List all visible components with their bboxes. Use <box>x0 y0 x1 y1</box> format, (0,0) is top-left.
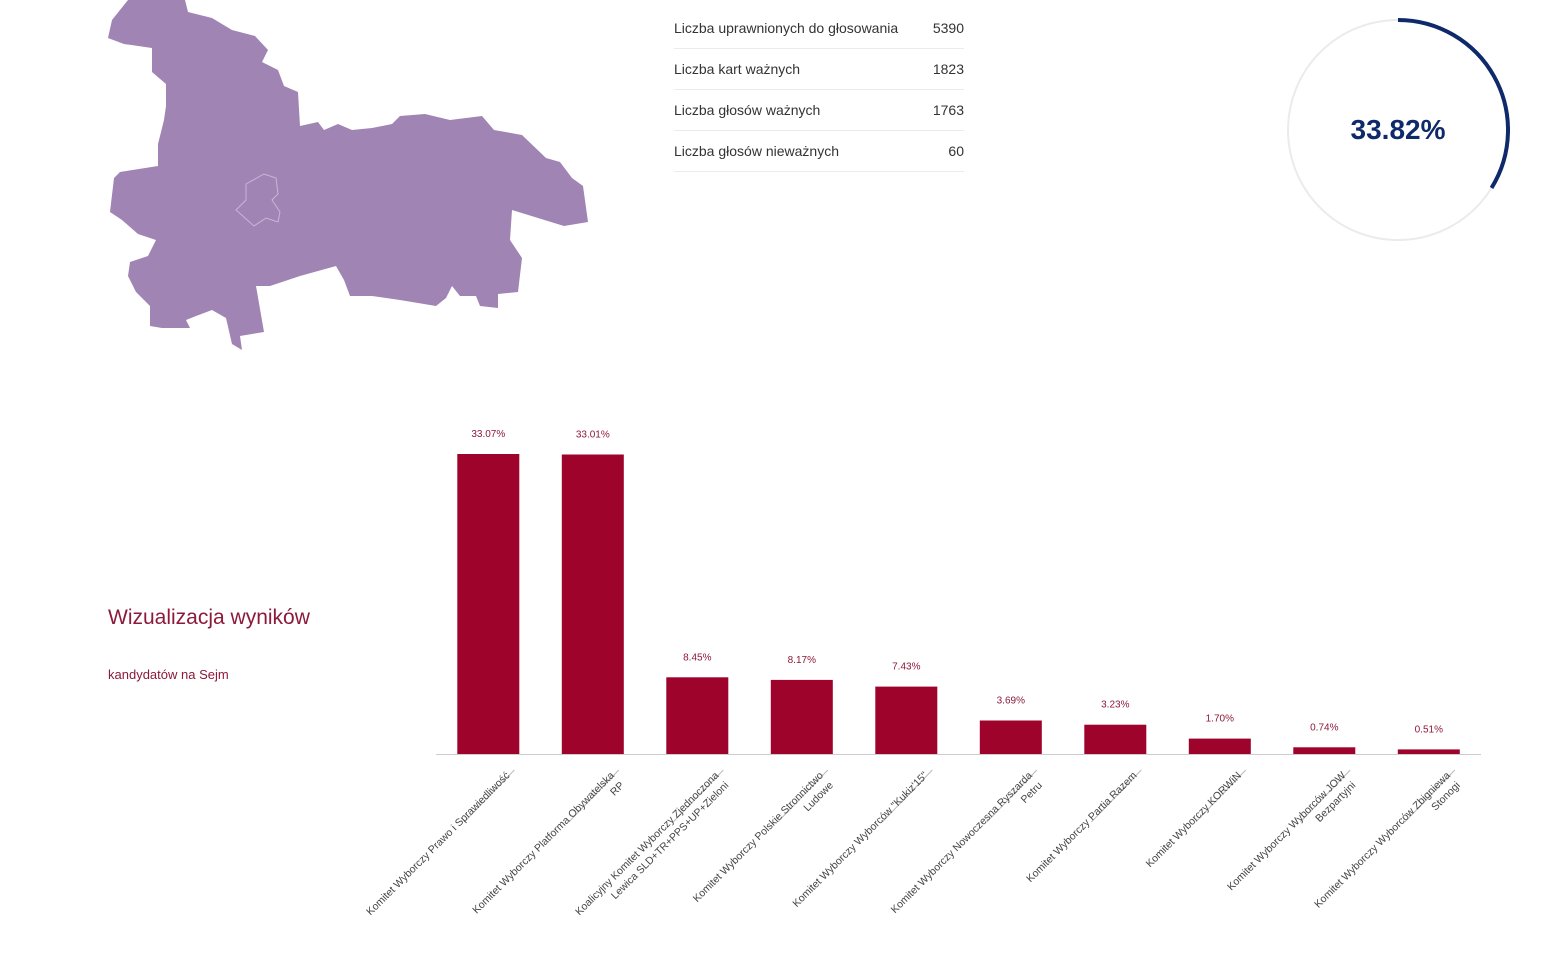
district-shape <box>108 0 588 350</box>
category-tick <box>777 769 829 823</box>
town-outline <box>235 173 281 227</box>
turnout-percentage: 33.82% <box>1350 114 1446 145</box>
bar-value-label: 8.17% <box>788 655 816 666</box>
bar-value-label: 7.43% <box>892 662 920 673</box>
category-tick <box>1404 769 1456 823</box>
category-tick <box>986 769 1038 823</box>
stat-label: Liczba głosów nieważnych <box>674 143 839 159</box>
bar-value-label: 8.45% <box>683 652 711 663</box>
category-tick <box>1299 769 1351 823</box>
bar[interactable] <box>1188 738 1251 754</box>
bar-value-label: 3.69% <box>997 696 1025 707</box>
stat-value: 5390 <box>932 20 964 36</box>
visualization-subtitle: kandydatów na Sejm <box>108 667 229 682</box>
bar[interactable] <box>1293 747 1356 754</box>
bar[interactable] <box>770 679 833 754</box>
stat-row: Liczba głosów nieważnych 60 <box>674 131 964 172</box>
bar-value-label: 33.07% <box>471 429 505 440</box>
bar[interactable] <box>561 454 624 755</box>
stats-table: Liczba uprawnionych do głosowania 5390 Lic… <box>674 8 964 172</box>
bar-value-label: 33.01% <box>576 430 610 441</box>
stat-row: Liczba głosów ważnych 1763 <box>674 90 964 131</box>
stat-value: 1823 <box>932 61 964 77</box>
category-tick <box>568 769 620 823</box>
category-tick <box>1090 769 1142 823</box>
visualization-title: Wizualizacja wyników <box>108 606 310 629</box>
stat-row: Liczba uprawnionych do głosowania 5390 <box>674 8 964 49</box>
bar-value-label: 3.23% <box>1101 700 1129 711</box>
bar-value-label: 0.74% <box>1310 722 1338 733</box>
turnout-arc <box>1397 18 1511 189</box>
bar[interactable] <box>666 677 729 754</box>
stat-value: 1763 <box>932 102 964 118</box>
category-tick <box>881 769 933 823</box>
category-label: Komitet Wyborczy Wyborców ZbigniewaStono… <box>1312 770 1463 921</box>
stat-value: 60 <box>948 143 964 159</box>
category-tick <box>672 769 724 823</box>
bar[interactable] <box>457 454 520 754</box>
bar[interactable] <box>1397 749 1460 754</box>
bar-value-label: 1.70% <box>1206 714 1234 725</box>
bar-value-label: 0.51% <box>1415 724 1443 735</box>
category-tick <box>463 769 515 823</box>
district-map <box>108 0 588 350</box>
turnout-gauge <box>1287 18 1511 241</box>
stat-label: Liczba uprawnionych do głosowania <box>674 20 899 36</box>
stat-label: Liczba głosów ważnych <box>674 102 821 118</box>
stat-label: Liczba kart ważnych <box>674 61 801 77</box>
bar[interactable] <box>875 686 938 754</box>
stat-row: Liczba kart ważnych 1823 <box>674 49 964 90</box>
category-label: Komitet Wyborczy KORWiN <box>1144 770 1244 870</box>
bar[interactable] <box>979 720 1042 755</box>
category-tick <box>1195 769 1247 823</box>
bar[interactable] <box>1084 724 1147 754</box>
